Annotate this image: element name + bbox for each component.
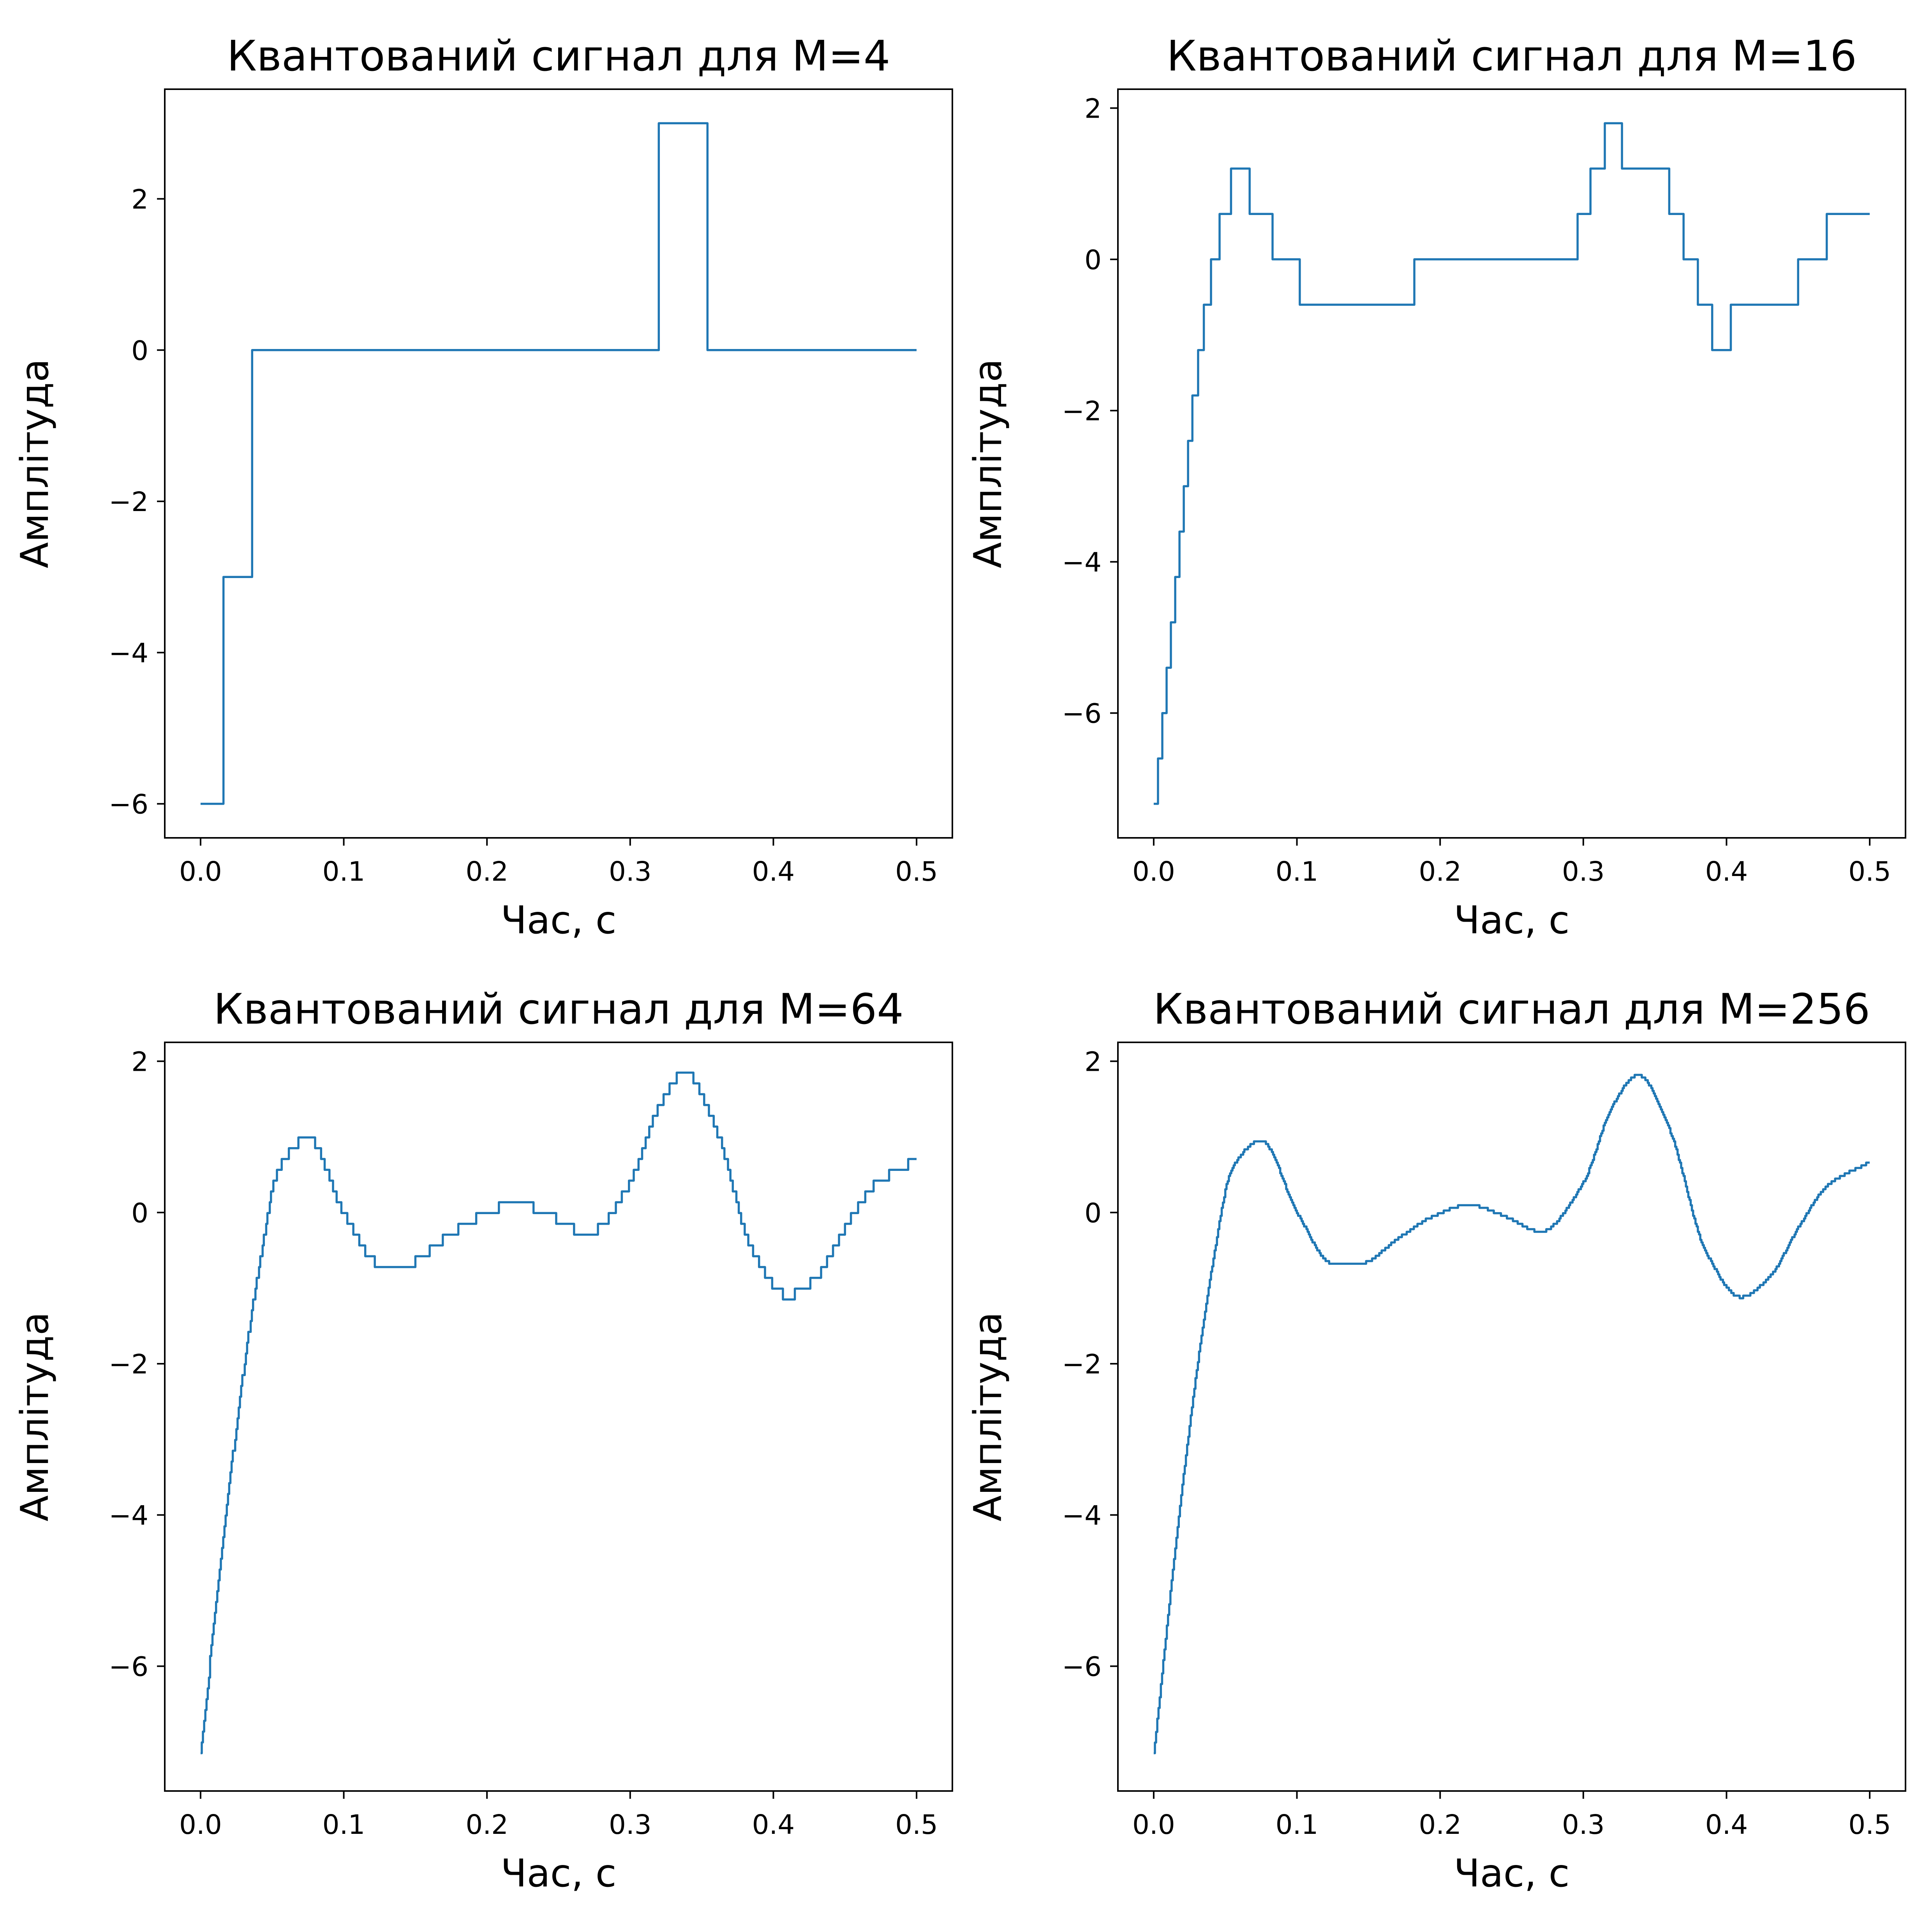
subplot-2: 0.0 0.1 0.2 0.3 0.4 0.5 −6 −4 −2 0 2 Квантований си… — [966, 32, 1906, 943]
x-tick-label: 0.2 — [465, 856, 508, 887]
x-tick-label: 0.2 — [1419, 856, 1461, 887]
x-tick-label: 0.1 — [1276, 1809, 1319, 1840]
x-tick-label: 0.3 — [609, 1809, 652, 1840]
y-tick-label: −6 — [1062, 1652, 1102, 1683]
y-tick-label: 0 — [1084, 1198, 1102, 1229]
y-tick-label: 0 — [131, 335, 148, 367]
x-tick-label: 0.1 — [323, 856, 365, 887]
x-tick-label: 0.0 — [179, 1809, 222, 1840]
series-line — [200, 1071, 917, 1754]
y-tick-label: 0 — [1084, 245, 1102, 276]
y-tick-label: −6 — [1062, 698, 1102, 730]
x-axis-label: Час, с — [1454, 898, 1569, 943]
y-tick-label: −4 — [1062, 547, 1102, 578]
x-tick-label: 0.1 — [1276, 856, 1319, 887]
x-tick-label: 0.5 — [1848, 1809, 1891, 1840]
x-tick-label: 0.4 — [1705, 856, 1748, 887]
plot-frame — [164, 88, 953, 839]
y-tick-label: −2 — [1062, 1349, 1102, 1380]
x-tick-label: 0.4 — [1705, 1809, 1748, 1840]
y-tick-label: 2 — [1084, 1047, 1102, 1078]
series-line — [200, 122, 917, 805]
y-tick-label: 2 — [131, 1047, 148, 1078]
x-tick-label: 0.0 — [1132, 856, 1175, 887]
x-tick-label: 0.5 — [1848, 856, 1891, 887]
y-tick-label: −6 — [109, 1652, 148, 1683]
plot-title: Квантований сигнал для M=16 — [1167, 32, 1857, 81]
x-tick-label: 0.3 — [1562, 856, 1605, 887]
subplot-4: 0.0 0.1 0.2 0.3 0.4 0.5 −6 −4 −2 0 2 Квантований си… — [966, 985, 1906, 1896]
y-tick-label: −2 — [1062, 396, 1102, 427]
y-tick-label: −6 — [109, 789, 148, 820]
x-tick-label: 0.2 — [1419, 1809, 1461, 1840]
y-tick-label: −4 — [109, 638, 148, 669]
series-line — [1153, 122, 1870, 805]
plot-frame — [1117, 88, 1906, 839]
x-axis-label: Час, с — [501, 898, 616, 943]
y-tick-label: −4 — [109, 1500, 148, 1531]
y-axis-label: Амплітуда — [13, 359, 57, 568]
x-tick-label: 0.1 — [323, 1809, 365, 1840]
y-tick-label: −2 — [109, 1349, 148, 1380]
x-tick-label: 0.2 — [465, 1809, 508, 1840]
x-tick-label: 0.4 — [752, 856, 795, 887]
y-tick-label: −4 — [1062, 1500, 1102, 1531]
x-tick-label: 0.3 — [609, 856, 652, 887]
x-tick-label: 0.3 — [1562, 1809, 1605, 1840]
x-tick-label: 0.5 — [895, 856, 938, 887]
x-axis-label: Час, с — [501, 1851, 616, 1896]
y-tick-label: −2 — [109, 487, 148, 518]
x-axis-label: Час, с — [1454, 1851, 1569, 1896]
x-tick-label: 0.0 — [179, 856, 222, 887]
subplot-1: 0.0 0.1 0.2 0.3 0.4 0.5 −6 −4 −2 0 2 Квантований си… — [13, 32, 953, 943]
y-axis-label: Амплітуда — [13, 1312, 57, 1521]
subplot-3: 0.0 0.1 0.2 0.3 0.4 0.5 −6 −4 −2 0 2 Квантований си… — [13, 985, 953, 1896]
plot-title: Квантований сигнал для M=4 — [227, 32, 890, 81]
plot-title: Квантований сигнал для M=64 — [213, 985, 904, 1034]
plot-title: Квантований сигнал для M=256 — [1153, 985, 1870, 1034]
x-tick-label: 0.5 — [895, 1809, 938, 1840]
y-tick-label: 2 — [1084, 93, 1102, 125]
x-tick-label: 0.4 — [752, 1809, 795, 1840]
plot-frame — [164, 1042, 953, 1792]
y-tick-label: 2 — [131, 184, 148, 215]
plot-frame — [1117, 1042, 1906, 1792]
x-tick-label: 0.0 — [1132, 1809, 1175, 1840]
series-line — [1153, 1074, 1870, 1754]
y-tick-label: 0 — [131, 1198, 148, 1229]
y-axis-label: Амплітуда — [966, 1312, 1010, 1521]
y-axis-label: Амплітуда — [966, 359, 1010, 568]
